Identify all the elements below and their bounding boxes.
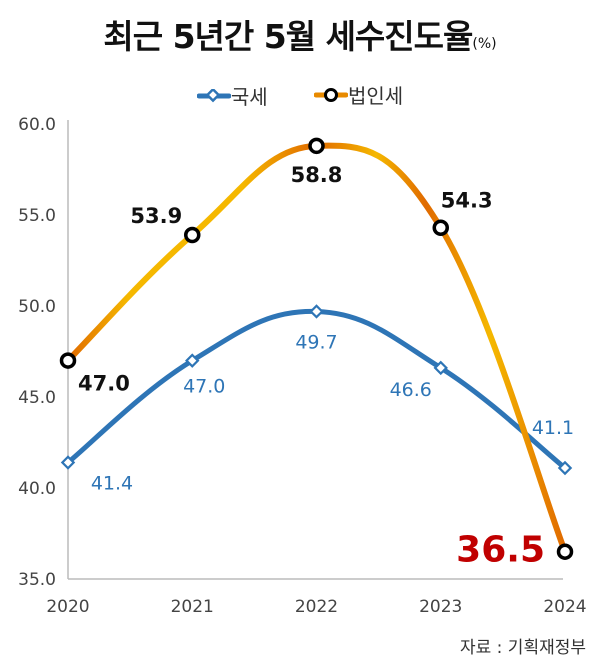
national-tax-marker [185,353,200,368]
x-tick-label: 2023 [419,597,462,617]
legend-item-national-tax[interactable]: 국세 [196,81,268,110]
data-label-national-tax: 49.7 [295,331,337,353]
data-label-corporate-tax: 54.3 [441,189,493,213]
legend-label: 법인세 [347,84,404,108]
national-tax-marker [557,460,573,476]
legend-item-corporate-tax[interactable]: 법인세 [313,80,404,109]
corporate-tax-marker [59,352,77,369]
y-tick-label: 50.0 [18,297,56,317]
data-label-national-tax: 47.0 [183,376,225,398]
x-tick-label: 2020 [46,597,89,617]
y-tick-label: 55.0 [18,206,56,226]
x-tick-label: 2024 [543,597,586,617]
y-tick-label: 60.0 [18,115,56,135]
national-tax-marker [60,455,76,470]
data-label-corporate-tax: 36.5 [456,530,545,571]
data-label-corporate-tax: 53.9 [130,204,182,228]
legend: 국세 법인세 [0,80,600,110]
x-tick-label: 2021 [171,597,214,617]
legend-circle-icon [313,87,348,102]
corporate-tax-marker [184,226,201,244]
corporate-tax-marker [556,543,574,560]
data-label-corporate-tax: 47.0 [78,372,130,396]
data-label-national-tax: 41.1 [532,417,574,439]
y-tick-label: 35.0 [18,570,56,590]
x-tick-label: 2022 [295,597,338,617]
chart-title: 최근 5년간 5월 세수진도율(%) [103,17,497,56]
title-unit: (%) [472,36,497,52]
series-line-corporate-tax [65,142,568,553]
data-label-corporate-tax: 58.8 [291,163,343,187]
data-label-national-tax: 46.6 [390,379,432,401]
y-tick-label: 40.0 [18,479,56,499]
corporate-tax-marker [308,137,325,155]
data-label-national-tax: 41.4 [91,473,133,495]
legend-label: 국세 [230,85,268,109]
national-tax-marker [433,360,448,376]
source-note: 자료 : 기획재정부 [459,638,586,658]
national-tax-marker [309,304,324,319]
corporate-tax-marker [432,219,449,236]
y-tick-label: 45.0 [18,388,56,408]
legend-diamond-icon [196,88,231,102]
